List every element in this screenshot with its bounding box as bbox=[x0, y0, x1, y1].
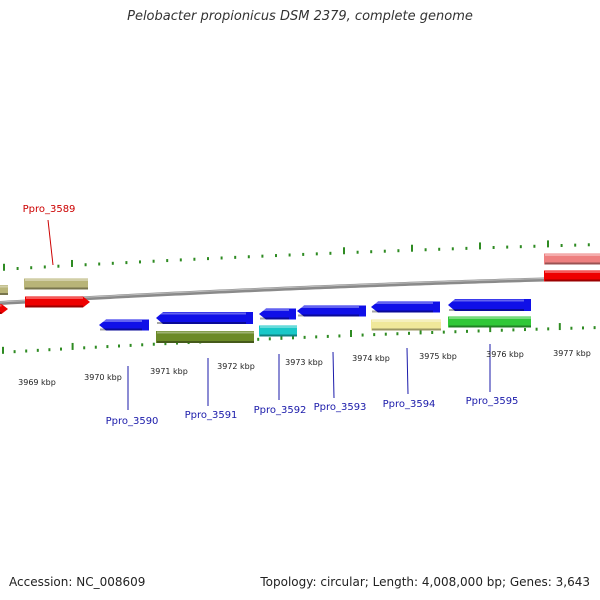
leader-ppro-3589 bbox=[47, 219, 54, 266]
gene-red-right-body bbox=[544, 270, 600, 282]
gene-ppro-3594a bbox=[371, 301, 440, 313]
gene-label-bottom: Ppro_3590 bbox=[106, 416, 159, 427]
gene-ppro-3595-body bbox=[448, 316, 531, 328]
gene-red-body bbox=[25, 296, 90, 308]
accession-label: Accession: NC_008609 bbox=[9, 575, 146, 589]
gene-label-bottom: Ppro_3593 bbox=[314, 402, 367, 413]
gene-salmon-body bbox=[544, 253, 600, 265]
gene-ppro-3595a bbox=[448, 299, 531, 311]
gene-label-bottom: Ppro_3594 bbox=[383, 399, 436, 410]
gene-label-bottom: Ppro_3591 bbox=[185, 410, 238, 421]
gene-ppro-3592 bbox=[259, 325, 297, 337]
backbone-highlight bbox=[0, 276, 600, 303]
leader-bottom-3 bbox=[332, 351, 335, 399]
topology-summary: Topology: circular; Length: 4,008,000 bp… bbox=[260, 575, 590, 589]
gene-khaki-left-body bbox=[0, 285, 8, 295]
gene-ppro-3594a-body bbox=[371, 301, 440, 313]
scale-label: 3972 kbp bbox=[217, 362, 255, 371]
gene-red-right bbox=[544, 270, 600, 282]
scale-label: 3976 kbp bbox=[486, 350, 524, 359]
gene-ppro-3591b-body bbox=[156, 331, 254, 343]
scale-label: 3974 kbp bbox=[352, 354, 390, 363]
gene-khaki-body bbox=[24, 278, 88, 290]
genome-title: Pelobacter propionicus DSM 2379, complet… bbox=[127, 9, 473, 24]
gene-ppro-3592-body bbox=[259, 325, 297, 337]
gene-khaki bbox=[24, 278, 88, 290]
gene-ppro-3595 bbox=[448, 316, 531, 328]
gene-khaki-left bbox=[0, 285, 8, 295]
gene-ppro-3593 bbox=[297, 305, 366, 317]
gene-ppro-3591-body bbox=[156, 312, 253, 324]
gene-ppro-3590-body bbox=[99, 319, 149, 331]
scale-label: 3975 kbp bbox=[419, 352, 457, 361]
scale-label: 3977 kbp bbox=[553, 349, 591, 358]
gene-ppro-3592a bbox=[259, 308, 296, 320]
gene-ppro-3593-body bbox=[297, 305, 366, 317]
gene-red-left bbox=[0, 304, 8, 314]
gene-label-bottom: Ppro_3595 bbox=[466, 396, 519, 407]
gene-ppro-3594 bbox=[371, 319, 441, 331]
gene-ppro-3590 bbox=[99, 319, 149, 331]
gene-red-left-body bbox=[0, 304, 8, 314]
gene-ppro-3591b bbox=[156, 331, 254, 343]
gene-ppro-3592a-body bbox=[259, 308, 296, 320]
gene-ppro-3594-body bbox=[371, 319, 441, 331]
gene-ppro-3595a-body bbox=[448, 299, 531, 311]
gene-ppro-3591 bbox=[156, 312, 253, 324]
backbone-ring bbox=[0, 275, 600, 306]
gene-label-top: Ppro_3589 bbox=[23, 204, 76, 215]
scale-label: 3973 kbp bbox=[285, 358, 323, 367]
scale-label: 3970 kbp bbox=[84, 373, 122, 382]
leader-bottom-4 bbox=[406, 347, 409, 395]
gene-label-bottom: Ppro_3592 bbox=[254, 405, 307, 416]
scale-label: 3971 kbp bbox=[150, 367, 188, 376]
gene-salmon bbox=[544, 253, 600, 265]
gene-red bbox=[25, 296, 90, 308]
scale-label: 3969 kbp bbox=[18, 378, 56, 387]
